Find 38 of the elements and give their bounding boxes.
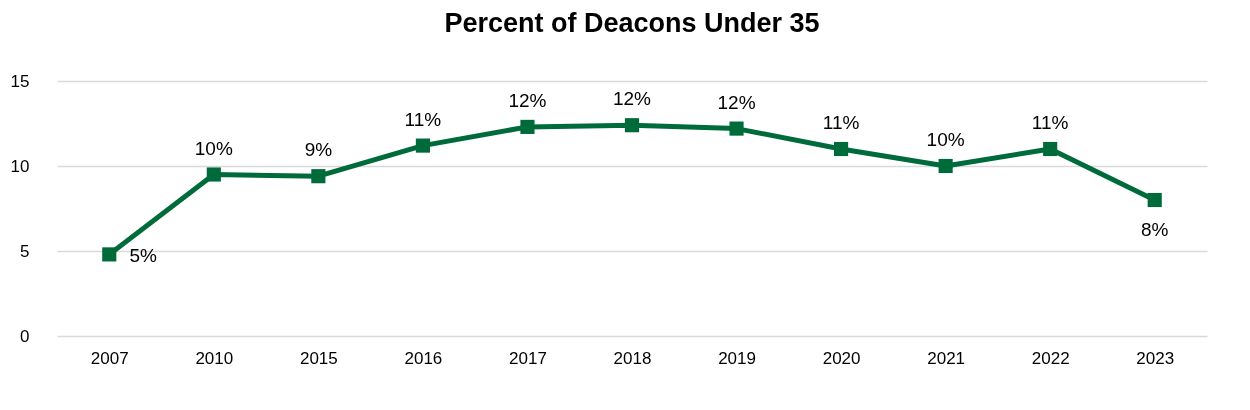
point <box>415 138 430 153</box>
x-tick-label: 2017 <box>509 348 547 368</box>
x-tick-label: 2010 <box>195 348 234 368</box>
x-tick-label: 2023 <box>1136 348 1175 368</box>
point <box>729 121 744 136</box>
x-tick-label: 2015 <box>299 348 338 368</box>
x-tick-label: 2016 <box>404 348 443 368</box>
data-label: 10% <box>926 129 965 150</box>
data-label: 12% <box>717 91 756 113</box>
x-tick-label: 2007 <box>90 348 129 368</box>
point <box>1147 192 1162 208</box>
point <box>938 158 953 174</box>
y-tick-label: 10 <box>10 156 30 176</box>
data-label: 11% <box>822 112 860 133</box>
y-tick-label: 5 <box>20 241 30 261</box>
data-label: 9% <box>304 139 333 161</box>
point <box>206 167 221 182</box>
point <box>624 118 640 133</box>
point <box>1043 141 1058 157</box>
data-label: 5% <box>129 245 158 267</box>
data-label: 8% <box>1140 219 1169 240</box>
data-label: 11% <box>1031 112 1069 133</box>
x-tick-label: 2019 <box>718 348 756 368</box>
x-tick-label: 2022 <box>1031 348 1070 368</box>
point <box>102 247 117 262</box>
y-tick-label: 0 <box>20 326 30 346</box>
data-label: 10% <box>194 137 233 159</box>
y-tick-label: 15 <box>10 71 30 91</box>
data-label: 11% <box>404 108 442 130</box>
data-label: 12% <box>612 88 652 110</box>
point <box>834 141 849 157</box>
chart-title: Percent of Deacons Under 35 <box>444 8 820 38</box>
data-label: 12% <box>508 89 547 111</box>
x-tick-label: 2020 <box>822 348 861 368</box>
x-tick-label: 2021 <box>927 348 966 368</box>
x-tick-label: 2018 <box>613 348 652 368</box>
point <box>311 169 326 184</box>
point <box>520 119 535 134</box>
